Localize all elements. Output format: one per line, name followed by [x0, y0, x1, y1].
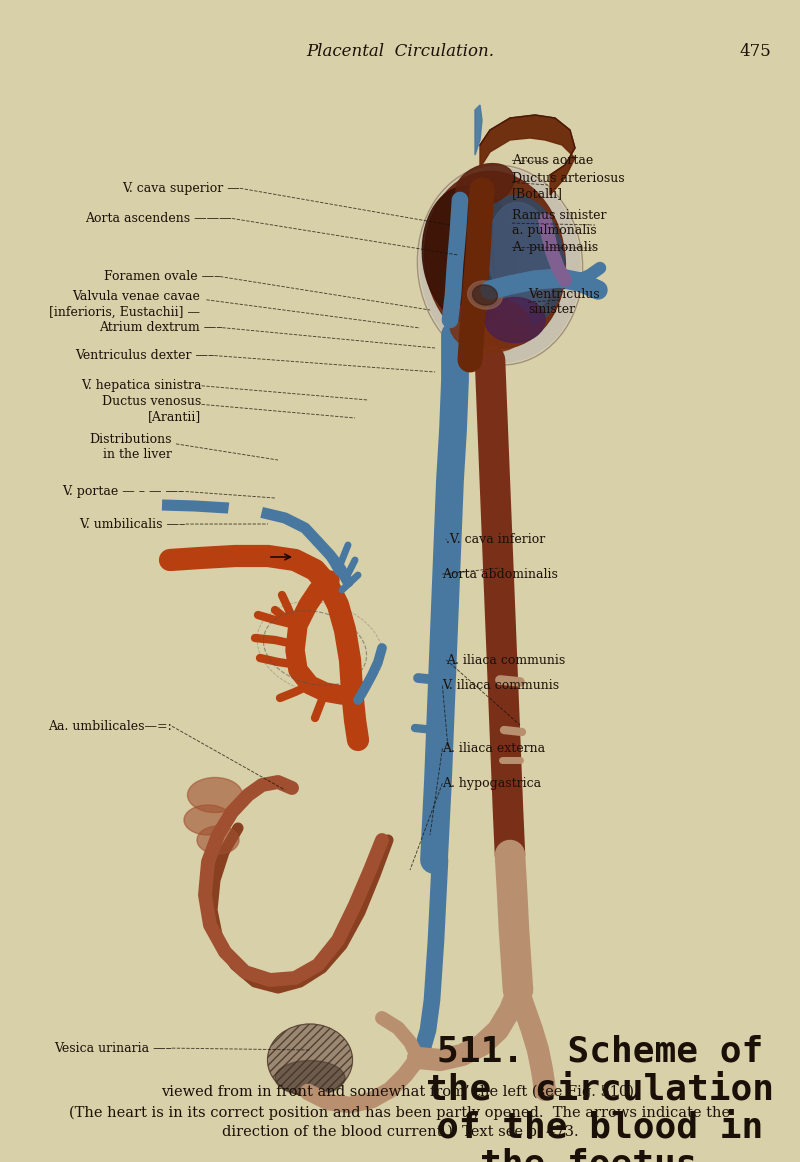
- Text: (The heart is in its correct position and has been partly opened.  The arrows in: (The heart is in its correct position an…: [70, 1106, 730, 1120]
- Ellipse shape: [487, 202, 557, 311]
- Polygon shape: [480, 115, 575, 195]
- Text: Vesica urinaria —–: Vesica urinaria —–: [54, 1041, 172, 1055]
- Text: Foramen ovale —–: Foramen ovale —–: [104, 270, 220, 284]
- Text: 475: 475: [739, 43, 771, 60]
- Ellipse shape: [422, 186, 518, 324]
- Text: V. umbilicalis —–: V. umbilicalis —–: [79, 517, 186, 531]
- Text: V. hepatica sinistra: V. hepatica sinistra: [81, 379, 202, 393]
- Text: direction of the blood current.)  Text see p. 473.: direction of the blood current.) Text se…: [222, 1125, 578, 1139]
- Ellipse shape: [425, 171, 566, 349]
- Polygon shape: [475, 105, 482, 155]
- Ellipse shape: [267, 1024, 353, 1096]
- Text: Atrium dextrum —–: Atrium dextrum —–: [99, 321, 222, 335]
- Ellipse shape: [197, 826, 239, 854]
- Text: viewed from in front and somewhat from’ the left (see Fig. 510).: viewed from in front and somewhat from’ …: [161, 1085, 639, 1099]
- Text: Distributions
in the liver: Distributions in the liver: [90, 433, 172, 461]
- Ellipse shape: [485, 297, 545, 343]
- Ellipse shape: [184, 805, 232, 835]
- Ellipse shape: [450, 297, 530, 352]
- Text: Aorta abdominalis: Aorta abdominalis: [442, 567, 558, 581]
- Ellipse shape: [473, 285, 498, 306]
- Ellipse shape: [275, 1061, 345, 1096]
- Text: Valvula venae cavae
[inferioris, Eustachii] —: Valvula venae cavae [inferioris, Eustach…: [49, 290, 200, 318]
- Ellipse shape: [467, 281, 502, 309]
- Text: Ramus sinister
a. pulmonalis: Ramus sinister a. pulmonalis: [512, 209, 606, 237]
- Ellipse shape: [475, 195, 565, 324]
- Text: V. cava superior —: V. cava superior —: [122, 181, 240, 195]
- Text: Aorta ascendens ———: Aorta ascendens ———: [86, 211, 232, 225]
- Text: .V. cava inferior: .V. cava inferior: [446, 532, 546, 546]
- Text: Arcus aortae: Arcus aortae: [512, 153, 594, 167]
- Ellipse shape: [187, 777, 242, 812]
- Text: V. iliaca communis: V. iliaca communis: [442, 679, 559, 693]
- Ellipse shape: [456, 164, 514, 207]
- Text: A. iliaca externa: A. iliaca externa: [442, 741, 546, 755]
- Text: Ductus arteriosus
[Botalli]: Ductus arteriosus [Botalli]: [512, 172, 625, 200]
- Ellipse shape: [420, 167, 580, 363]
- Text: A. hypogastrica: A. hypogastrica: [442, 776, 542, 790]
- Text: 511.  Scheme of
the  circulation
of the blood in
the foetus,: 511. Scheme of the circulation of the bl…: [426, 1034, 774, 1162]
- Text: A. iliaca communis: A. iliaca communis: [446, 653, 566, 667]
- Text: Ductus venosus
[Arantii]: Ductus venosus [Arantii]: [102, 395, 202, 423]
- Text: Placental  Circulation.: Placental Circulation.: [306, 43, 494, 60]
- Text: Ventriculus
sinister: Ventriculus sinister: [528, 288, 600, 316]
- Text: Aa. umbilicales—=:: Aa. umbilicales—=:: [48, 719, 172, 733]
- Text: Ventriculus dexter —–: Ventriculus dexter —–: [75, 349, 214, 363]
- Text: V. portae — – — —–: V. portae — – — —–: [62, 485, 184, 498]
- Text: A. pulmonalis: A. pulmonalis: [512, 241, 598, 254]
